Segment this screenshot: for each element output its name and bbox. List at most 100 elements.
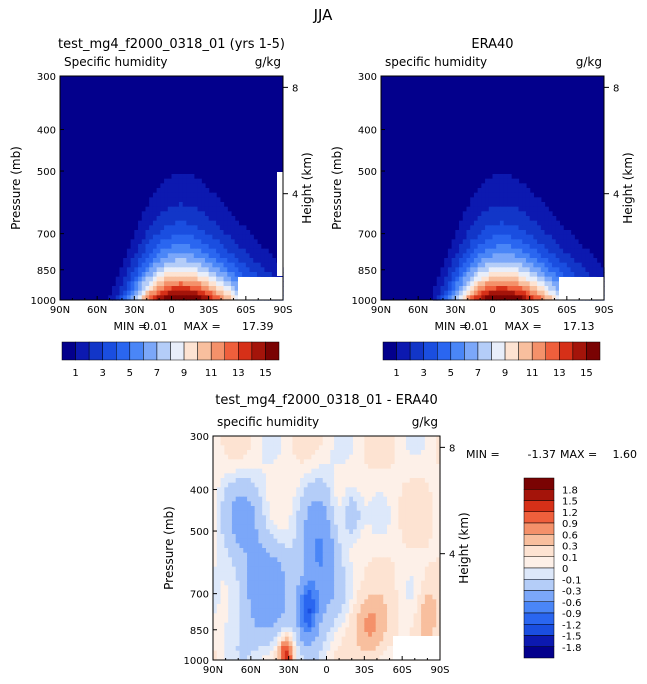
contour-cell	[585, 253, 590, 259]
contour-cell	[481, 202, 486, 208]
contour-cell	[265, 562, 271, 568]
contour-cell	[499, 253, 505, 259]
contour-cell	[522, 183, 527, 189]
contour-cell	[130, 239, 135, 245]
contour-cell	[160, 216, 165, 222]
contour-cell	[300, 594, 305, 600]
contour-cell	[349, 524, 354, 530]
contour-cell	[149, 197, 154, 203]
contour-cell	[164, 211, 169, 217]
contour-cell	[224, 655, 229, 661]
contour-cell	[281, 599, 286, 605]
contour-cell	[193, 244, 199, 250]
contour-cell	[409, 487, 415, 493]
contour-cell	[326, 604, 331, 610]
colorbar-box	[523, 590, 555, 602]
contour-cell	[518, 183, 523, 189]
contour-cell	[296, 459, 301, 465]
contour-cell	[330, 543, 335, 549]
contour-cell	[394, 632, 399, 638]
contour-cell	[379, 534, 384, 540]
contour-cell	[387, 650, 392, 656]
contour-cell	[208, 216, 213, 222]
contour-cell	[424, 436, 430, 442]
contour-cell	[296, 622, 301, 628]
contour-cell	[349, 506, 354, 512]
contour-cell	[496, 290, 501, 296]
contour-cell	[398, 618, 403, 624]
contour-cell	[254, 510, 259, 516]
contour-cell	[390, 524, 396, 530]
contour-cell	[537, 202, 542, 208]
contour-cell	[544, 253, 549, 259]
contour-cell	[231, 594, 237, 600]
contour-cell	[341, 548, 347, 554]
contour-cell	[499, 267, 505, 273]
contour-cell	[421, 492, 426, 498]
contour-cell	[220, 492, 225, 498]
contour-cell	[303, 464, 309, 470]
contour-cell	[152, 290, 158, 296]
contour-cell	[318, 636, 324, 642]
contour-cell	[239, 655, 244, 661]
contour-cell	[596, 272, 601, 278]
contour-cell	[262, 464, 267, 470]
contour-cell	[379, 557, 384, 563]
contour-cell	[551, 244, 557, 250]
colorbar-label: 5	[127, 368, 133, 379]
contour-cell	[533, 253, 538, 259]
contour-cell	[424, 515, 430, 521]
contour-cell	[228, 650, 233, 656]
contour-cell	[186, 188, 191, 194]
contour-cell	[228, 436, 233, 442]
contour-cell	[413, 445, 418, 451]
contour-cell	[345, 608, 350, 614]
contour-cell	[130, 286, 135, 292]
contour-cell	[356, 459, 362, 465]
contour-cell	[254, 524, 259, 530]
contour-cell	[284, 440, 290, 446]
contour-cell	[201, 192, 206, 198]
contour-cell	[307, 506, 312, 512]
contour-cell	[488, 225, 494, 231]
contour-cell	[119, 267, 124, 273]
contour-cell	[213, 599, 218, 605]
contour-cell	[364, 566, 369, 572]
contour-cell	[432, 534, 437, 540]
contour-cell	[243, 608, 248, 614]
contour-cell	[273, 510, 278, 516]
contour-cell	[459, 220, 464, 226]
contour-cell	[277, 468, 282, 474]
contour-cell	[175, 230, 180, 236]
contour-cell	[245, 267, 251, 273]
contour-cell	[424, 622, 430, 628]
contour-cell	[409, 585, 415, 591]
contour-cell	[186, 202, 191, 208]
contour-cell	[507, 244, 512, 250]
contour-cell	[402, 562, 407, 568]
contour-cell	[258, 566, 263, 572]
contour-cell	[402, 510, 407, 516]
contour-cell	[518, 253, 523, 259]
contour-cell	[201, 230, 206, 236]
contour-cell	[247, 650, 252, 656]
contour-cell	[254, 492, 259, 498]
contour-cell	[394, 473, 399, 479]
contour-cell	[368, 590, 373, 596]
contour-cell	[387, 496, 392, 502]
contour-cell	[315, 506, 320, 512]
contour-cell	[277, 436, 282, 442]
contour-cell	[231, 562, 237, 568]
contour-cell	[212, 211, 217, 217]
contour-cell	[368, 618, 373, 624]
x-tick-label: 60N	[241, 665, 261, 676]
contour-cell	[204, 267, 210, 273]
contour-cell	[334, 590, 339, 596]
contour-cell	[265, 496, 271, 502]
contour-cell	[152, 272, 158, 278]
contour-cell	[360, 627, 365, 633]
contour-cell	[254, 464, 259, 470]
contour-cell	[247, 599, 252, 605]
contour-cell	[466, 248, 471, 254]
contour-cell	[433, 290, 438, 296]
